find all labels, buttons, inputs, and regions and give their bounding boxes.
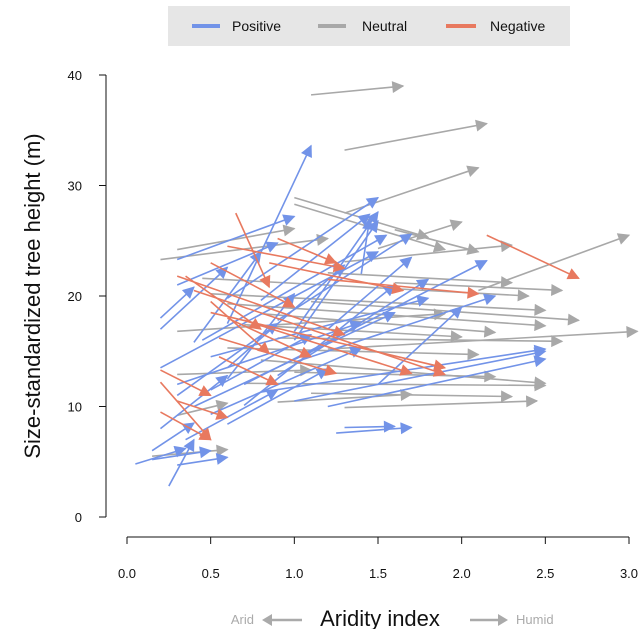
arrow-positive <box>336 422 413 435</box>
y-axis-title: Size-standardized tree height (m) <box>20 133 45 458</box>
y-tick-label: 30 <box>68 179 82 194</box>
y-tick-label: 20 <box>68 289 82 304</box>
arrow-positive <box>226 144 312 324</box>
arrow-positive <box>210 346 363 415</box>
arrow-neutral <box>260 312 497 338</box>
arrow-positive <box>176 241 279 286</box>
x-tick-label: 2.0 <box>453 566 471 581</box>
arrow-negative <box>243 319 413 376</box>
arrow-positive <box>243 284 396 407</box>
arrow-negative <box>227 245 346 273</box>
arrow-neutral <box>294 203 447 253</box>
arrow-neutral <box>277 335 564 348</box>
humid-label: Humid <box>516 612 554 627</box>
arrow-negative <box>176 275 346 337</box>
arrow-layer <box>135 81 639 487</box>
arrow-positive <box>135 445 187 465</box>
arrow-neutral <box>327 271 514 289</box>
legend-background <box>168 6 570 46</box>
arrow-neutral <box>344 119 488 151</box>
arrow-positive <box>377 306 463 385</box>
arrow-negative <box>269 262 405 295</box>
arrow-neutral <box>377 219 463 250</box>
arrow-neutral <box>277 388 413 403</box>
arrow-positive <box>168 438 195 487</box>
arrow-negative <box>235 212 271 289</box>
x-tick-label: 0.5 <box>202 566 220 581</box>
arrow-negative <box>210 300 271 355</box>
arrow-neutral <box>310 81 405 96</box>
arrow-neutral <box>344 395 539 409</box>
y-tick-label: 0 <box>75 510 82 525</box>
arrow-positive <box>201 234 388 341</box>
arrow-positive <box>193 250 262 343</box>
x-tick-label: 0.0 <box>118 566 136 581</box>
arrow-positive <box>360 217 374 275</box>
arrow-negative <box>210 262 296 308</box>
arid-label: Arid <box>231 612 254 627</box>
arrow-positive <box>327 256 413 330</box>
arrow-negative <box>193 289 447 377</box>
arrow-positive <box>151 446 212 461</box>
arrow-negative <box>160 369 212 397</box>
arrow-positive <box>159 286 195 319</box>
arrow-neutral <box>311 300 580 326</box>
arrow-positive <box>159 266 229 330</box>
arrow-neutral <box>394 228 480 255</box>
arrow-negative <box>486 234 580 280</box>
legend-label-positive: Positive <box>232 18 281 34</box>
arrow-neutral <box>244 379 547 392</box>
arrow-positive <box>177 453 229 466</box>
arrow-positive <box>176 322 279 397</box>
arrow-positive <box>226 264 346 369</box>
arrow-negative <box>218 337 338 376</box>
x-tick-label: 3.0 <box>620 566 638 581</box>
arrow-neutral <box>344 240 514 263</box>
arrow-negative <box>176 400 229 420</box>
y-tick-label: 10 <box>68 400 82 415</box>
x-tick-label: 1.0 <box>285 566 303 581</box>
arrow-neutral <box>177 224 296 251</box>
x-axis: 0.0 0.5 1.0 1.5 2.0 2.5 3.0 <box>118 536 638 581</box>
arrow-positive <box>260 213 371 302</box>
legend-label-negative: Negative <box>490 18 545 34</box>
arid-arrow-icon <box>262 614 302 626</box>
arrow-negative <box>218 356 279 386</box>
arrow-positive <box>327 355 547 408</box>
arrow-negative <box>160 411 212 441</box>
humid-arrow-icon <box>470 614 508 626</box>
legend: Positive Neutral Negative <box>168 6 570 46</box>
arrow-positive <box>277 233 413 321</box>
arrow-positive <box>344 420 396 433</box>
arrow-positive <box>151 422 195 452</box>
series-positive <box>135 144 547 487</box>
series-negative <box>159 212 580 441</box>
arrow-negative <box>227 317 313 358</box>
y-tick-label: 40 <box>68 68 82 83</box>
arrow-neutral <box>294 196 430 241</box>
arrow-positive <box>159 374 229 430</box>
arrow-negative <box>185 275 262 330</box>
arrow-positive <box>176 214 296 261</box>
x-axis-title: Aridity index <box>320 606 440 629</box>
legend-label-neutral: Neutral <box>362 18 407 34</box>
x-tick-label: 2.5 <box>536 566 554 581</box>
arrow-positive <box>226 196 379 299</box>
arrow-positive <box>294 347 547 402</box>
x-tick-label: 1.5 <box>369 566 387 581</box>
y-axis: 0 10 20 30 40 <box>68 68 107 525</box>
arrow-negative <box>277 237 338 265</box>
